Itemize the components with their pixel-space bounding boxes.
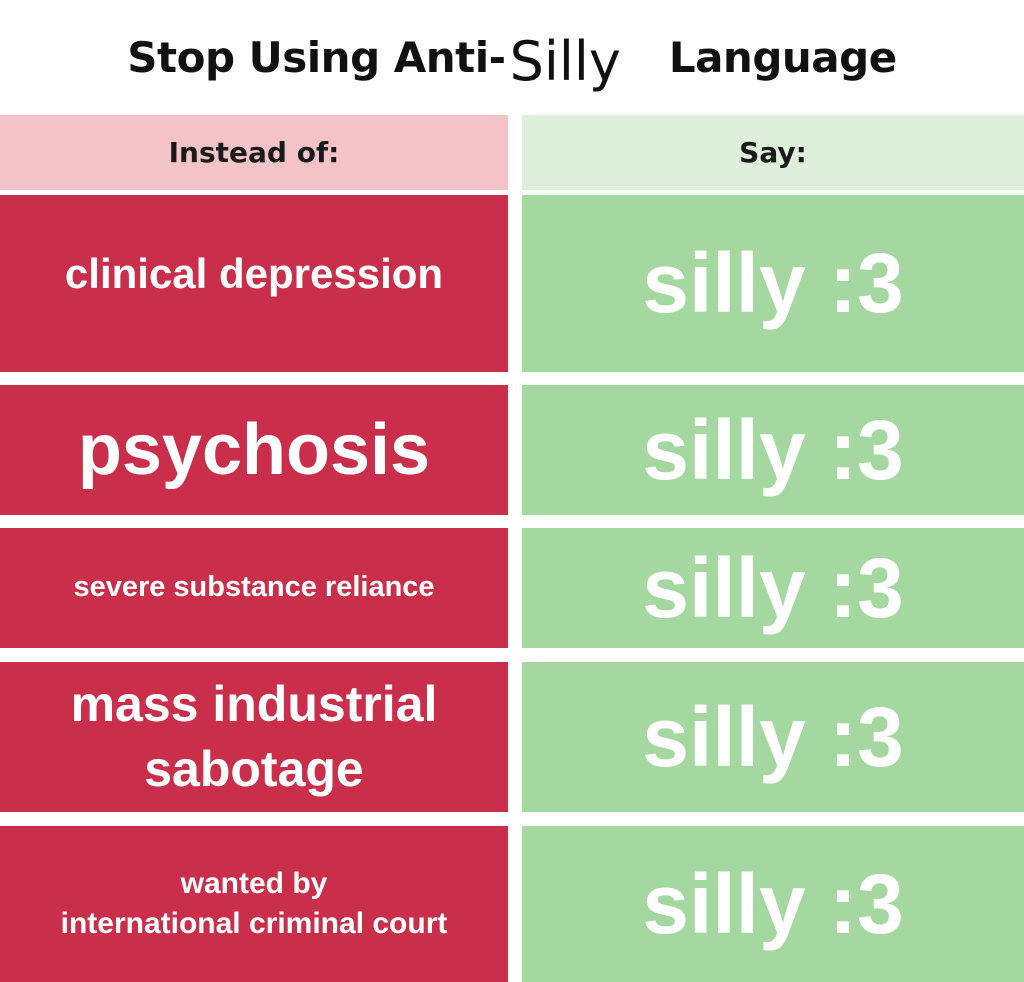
say-cell: silly :3 bbox=[522, 662, 1024, 812]
instead-cell: mass industrial sabotage bbox=[0, 662, 508, 812]
instead-cell: wanted by international criminal court bbox=[0, 826, 508, 982]
instead-cell: clinical depression bbox=[0, 195, 508, 372]
say-cell: silly :3 bbox=[522, 528, 1024, 648]
title-prefix: Stop Using Anti- bbox=[127, 33, 506, 82]
title-word: Silly bbox=[509, 30, 621, 93]
say-cell: silly :3 bbox=[522, 195, 1024, 372]
title: Stop Using Anti- Silly Language bbox=[0, 0, 1024, 115]
say-cell: silly :3 bbox=[522, 826, 1024, 982]
title-suffix: Language bbox=[668, 33, 897, 82]
header-right: Say: bbox=[522, 115, 1024, 190]
instead-cell: severe substance reliance bbox=[0, 528, 508, 648]
instead-cell: psychosis bbox=[0, 385, 508, 515]
say-cell: silly :3 bbox=[522, 385, 1024, 515]
header-left: Instead of: bbox=[0, 115, 508, 190]
